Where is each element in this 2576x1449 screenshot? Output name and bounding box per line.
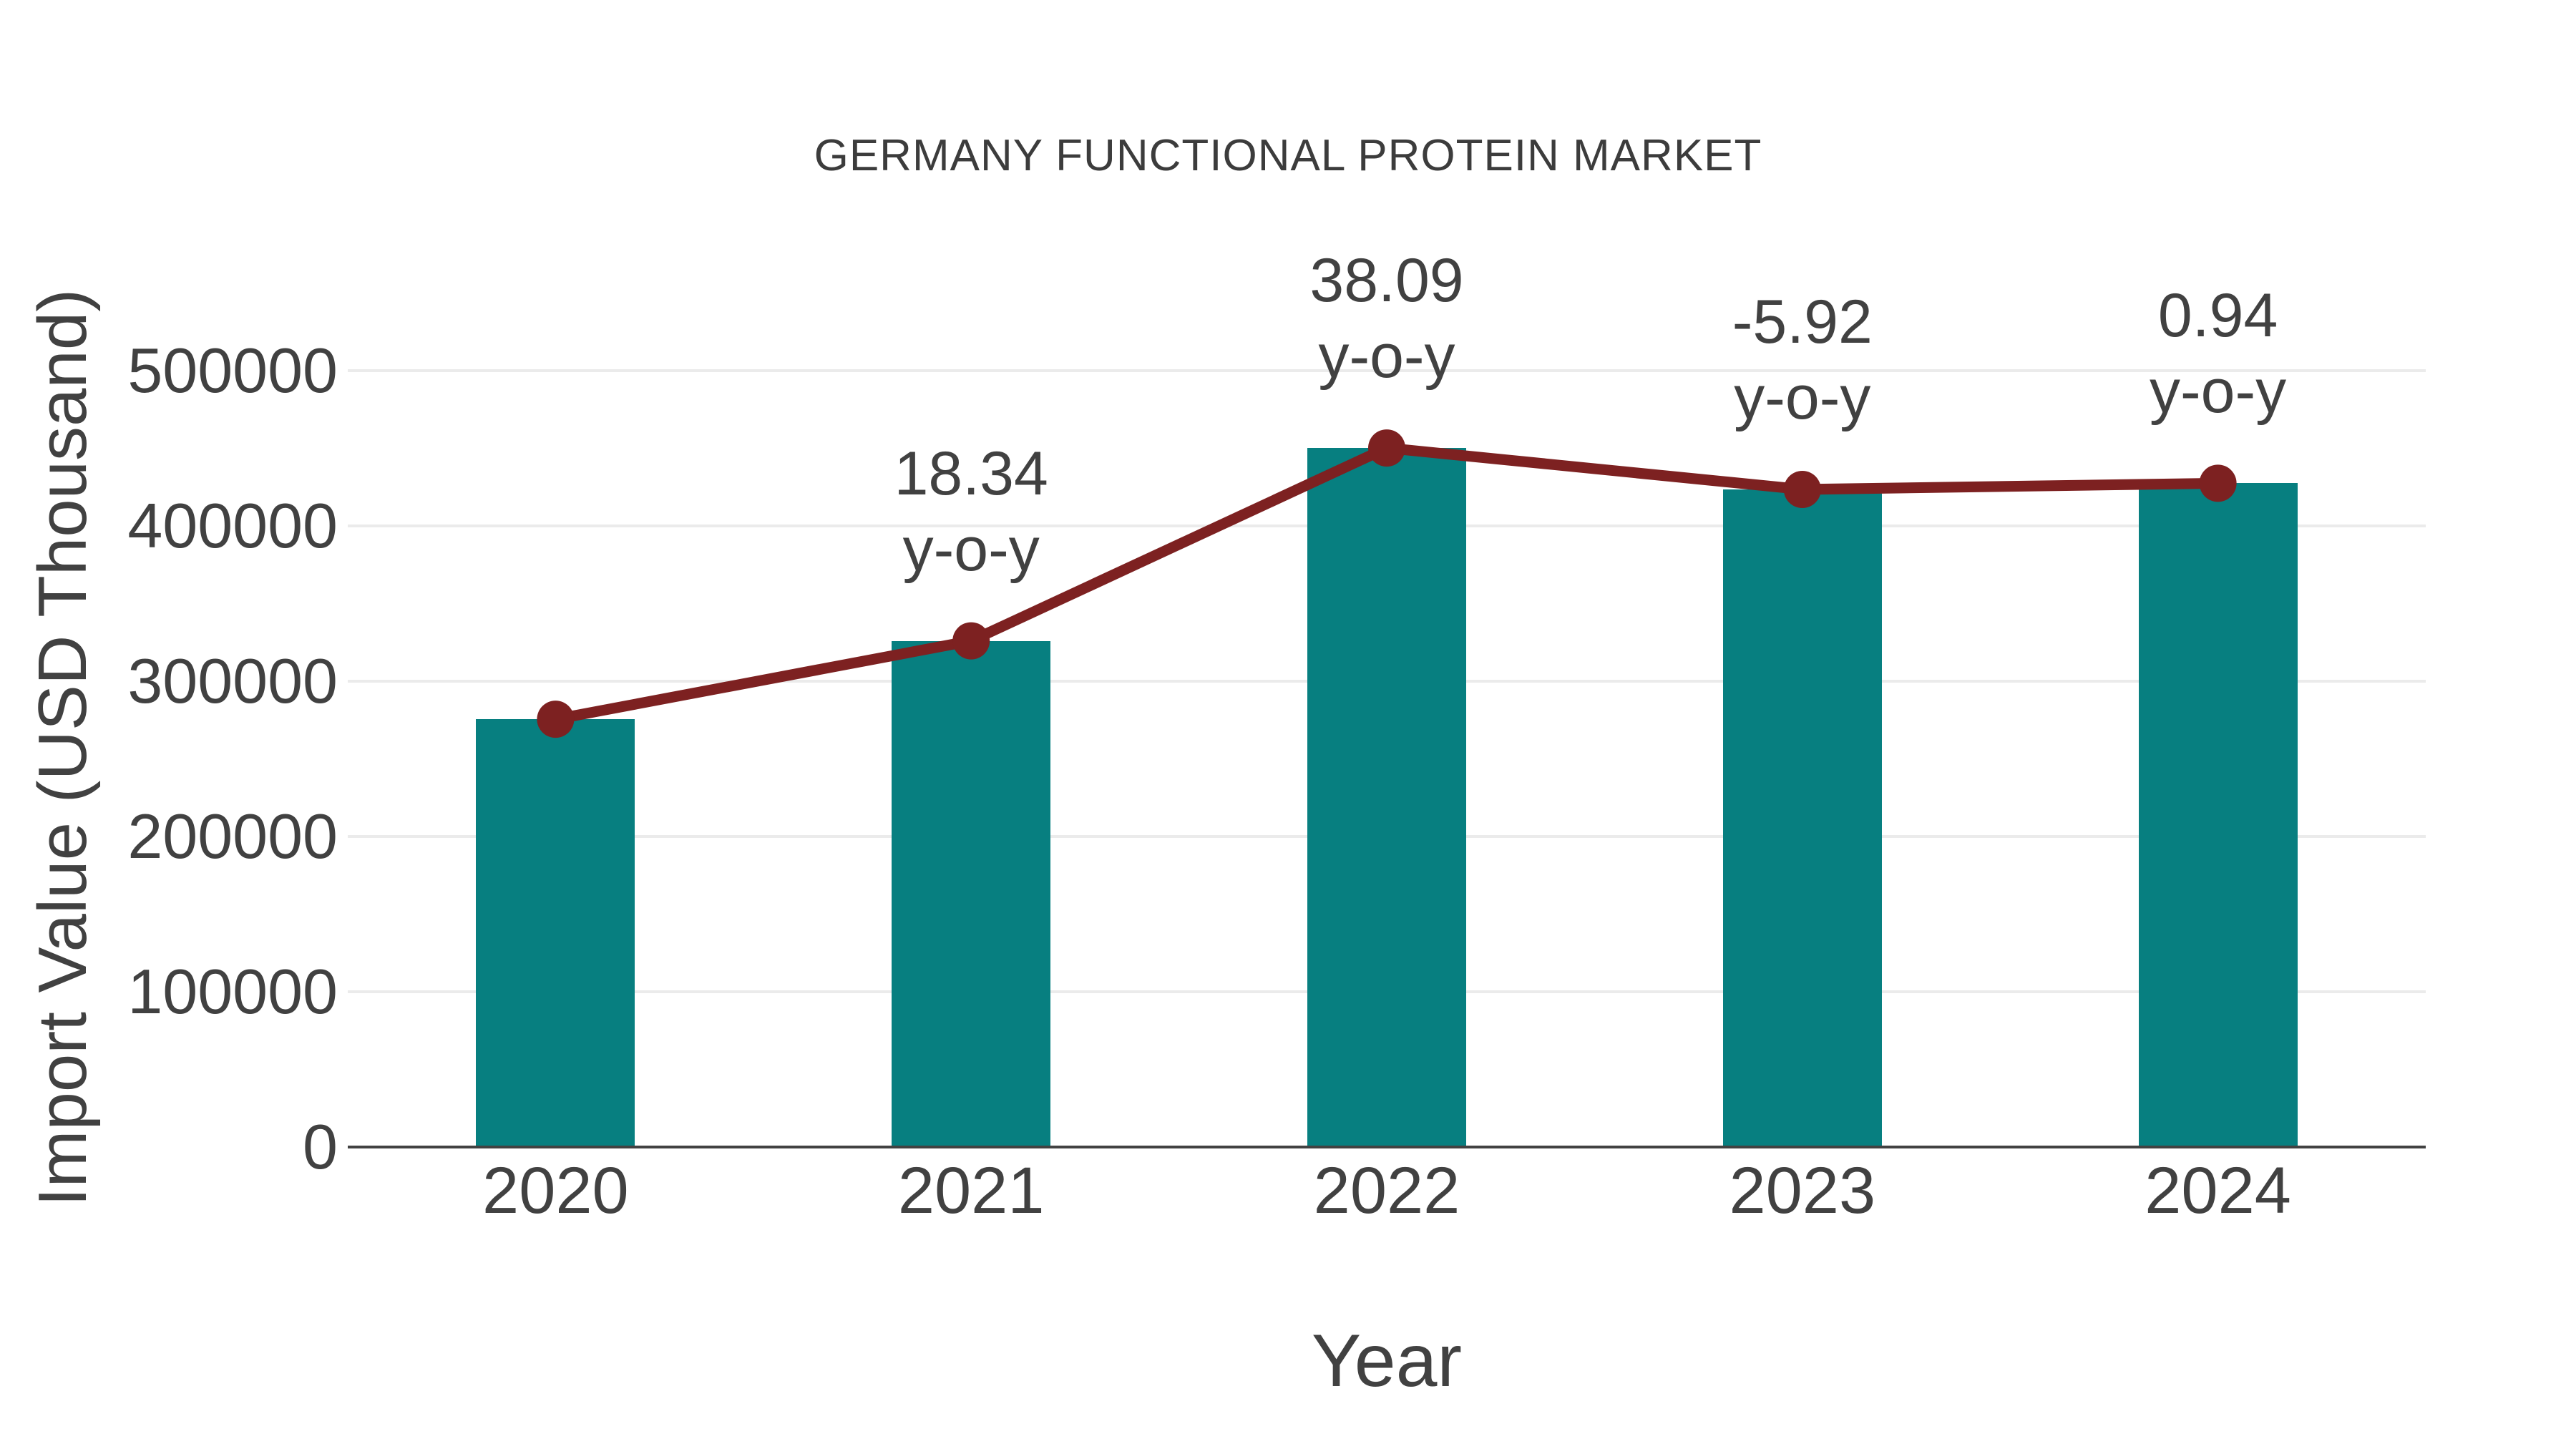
y-tick-label-0: 0 [303,1111,338,1182]
annotation-value-2024: 0.94 [2157,281,2278,351]
x-tick-label-2021: 2021 [897,1154,1045,1227]
annotation-suffix-2021: y-o-y [902,514,1040,584]
bar-2021 [892,640,1051,1147]
annotation-suffix-2024: y-o-y [2150,357,2287,426]
bar-2020 [476,719,635,1147]
annotation-value-2023: -5.92 [1732,288,1873,357]
x-axis-title: Year [1311,1319,1463,1402]
bar-2022 [1307,448,1466,1147]
annotation-2022: 38.09 y-o-y [1309,243,1463,394]
y-tick-label-500000: 500000 [127,335,338,406]
bar-2023 [1722,489,1882,1147]
y-tick-label-200000: 200000 [127,801,338,872]
annotation-value-2022: 38.09 [1309,246,1464,316]
annotation-value-2021: 18.34 [894,439,1048,508]
y-tick-label-300000: 300000 [127,645,338,716]
gridline-500000 [348,369,2426,372]
y-axis-title: Import Value (USD Thousand) [24,288,101,1207]
x-tick-label-2023: 2023 [1729,1154,1876,1227]
x-tick-label-2024: 2024 [2145,1154,2291,1227]
annotation-suffix-2022: y-o-y [1318,322,1455,391]
bar-2024 [2138,483,2298,1147]
y-tick-label-100000: 100000 [127,956,338,1027]
annotation-2021: 18.34 y-o-y [894,436,1048,587]
chart-title: GERMANY FUNCTIONAL PROTEIN MARKET [814,131,1762,180]
x-tick-label-2020: 2020 [482,1154,629,1227]
x-tick-label-2022: 2022 [1313,1154,1460,1227]
y-tick-label-400000: 400000 [127,490,338,561]
annotation-suffix-2023: y-o-y [1734,364,1871,433]
x-axis-line [348,1146,2426,1148]
annotation-2023: -5.92 y-o-y [1732,284,1873,436]
annotation-2024: 0.94 y-o-y [2150,278,2286,429]
